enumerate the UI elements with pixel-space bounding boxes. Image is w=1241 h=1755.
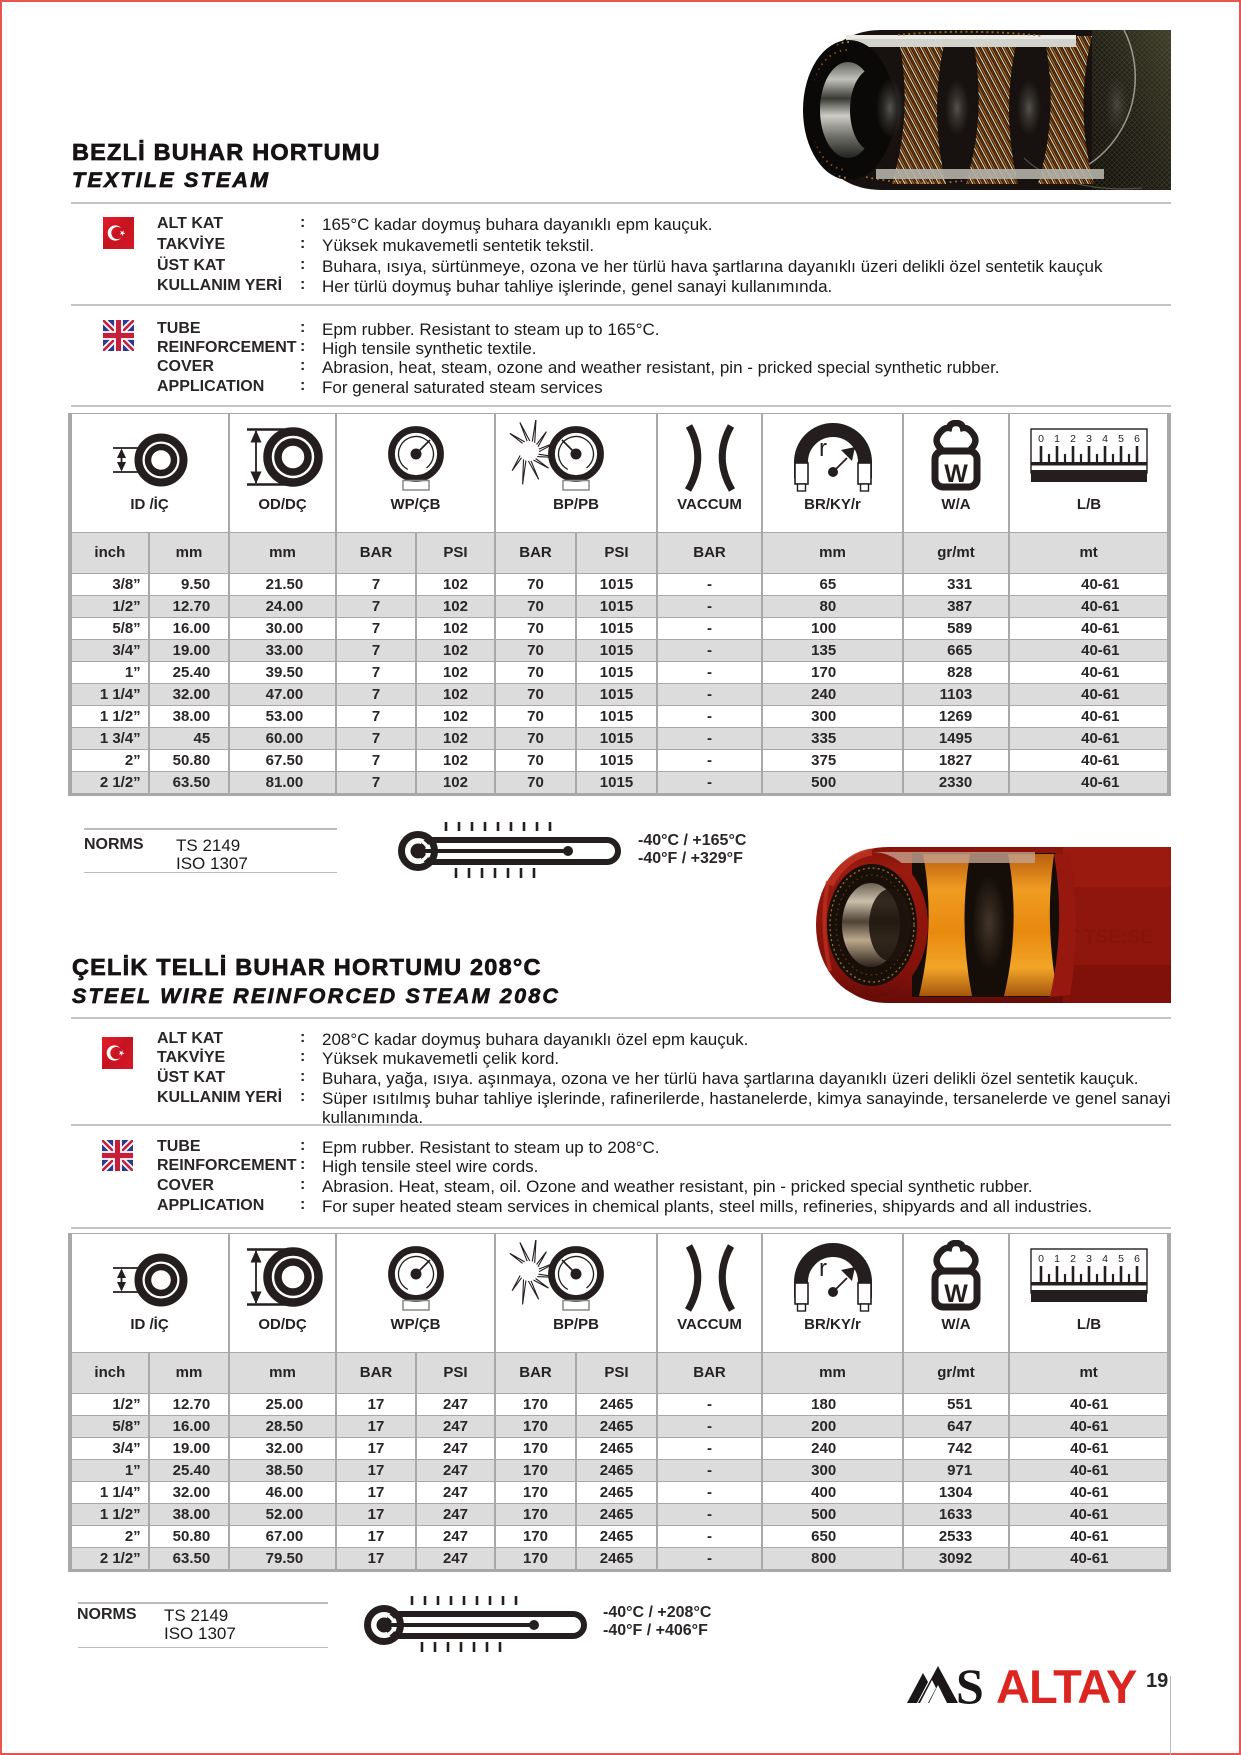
svg-text:1: 1 bbox=[1054, 1253, 1060, 1265]
svg-text:3: 3 bbox=[1086, 433, 1092, 445]
svg-text:ALTAY: ALTAY bbox=[996, 1660, 1137, 1710]
svg-text:1: 1 bbox=[1054, 433, 1060, 445]
svg-text:4: 4 bbox=[1102, 1253, 1108, 1265]
svg-text:TSE:SE: TSE:SE bbox=[1084, 927, 1153, 948]
svg-text:r: r bbox=[819, 1255, 827, 1282]
svg-text:5: 5 bbox=[1118, 1253, 1124, 1265]
svg-text:0: 0 bbox=[1038, 433, 1044, 445]
svg-text:0: 0 bbox=[1038, 1253, 1044, 1265]
svg-text:W: W bbox=[944, 460, 968, 488]
svg-text:r: r bbox=[819, 435, 827, 462]
svg-text:S: S bbox=[956, 1658, 984, 1710]
svg-text:6: 6 bbox=[1134, 1253, 1140, 1265]
svg-text:W: W bbox=[944, 1280, 968, 1308]
svg-text:2: 2 bbox=[1070, 1253, 1076, 1265]
svg-text:4: 4 bbox=[1102, 433, 1108, 445]
svg-text:5: 5 bbox=[1118, 433, 1124, 445]
svg-text:2: 2 bbox=[1070, 433, 1076, 445]
svg-text:3: 3 bbox=[1086, 1253, 1092, 1265]
svg-text:6: 6 bbox=[1134, 433, 1140, 445]
